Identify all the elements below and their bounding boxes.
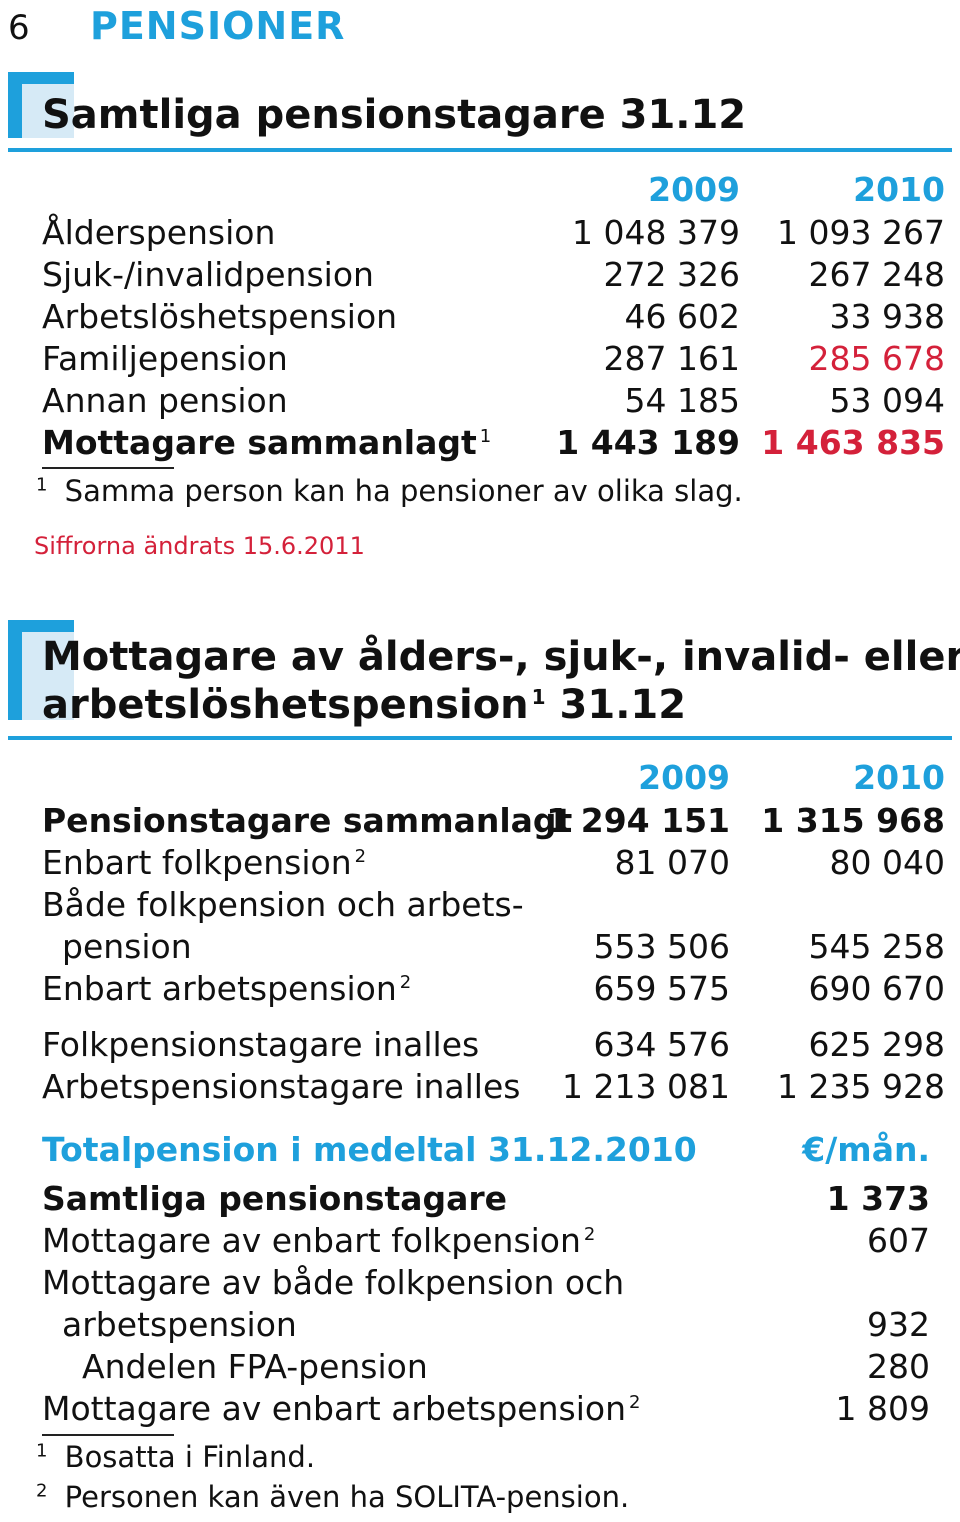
value-2010: 1 093 267 <box>777 213 945 252</box>
value-2009: 1 048 379 <box>572 213 740 252</box>
footnote-divider <box>42 467 174 469</box>
row-label-line1: Mottagare av både folkpension och <box>42 1263 625 1302</box>
value-2009: 634 576 <box>593 1025 730 1064</box>
col-2009-header: 2009 <box>648 170 740 209</box>
value-2010: 690 670 <box>808 969 945 1008</box>
section1-rule <box>8 148 952 152</box>
page-number: 6 <box>8 8 30 48</box>
change-note: Siffrorna ändrats 15.6.2011 <box>34 532 365 560</box>
value-2009: 81 070 <box>614 843 730 882</box>
value-2010: 33 938 <box>829 297 945 336</box>
section3-header-row: Totalpension i medeltal 31.12.2010 €/mån… <box>0 1130 960 1172</box>
table-row: arbetspension 932 <box>0 1305 960 1347</box>
value-2010: 625 298 <box>808 1025 945 1064</box>
table-row: Ålderspension 1 048 379 1 093 267 <box>0 213 960 255</box>
table-row: Annan pension 54 185 53 094 <box>0 381 960 423</box>
table-row: Mottagare av enbart arbetspension 2 1 809 <box>0 1389 960 1431</box>
section2-title-line1: Mottagare av ålders-, sjuk-, invalid- el… <box>42 634 960 680</box>
value-2009: 272 326 <box>603 255 740 294</box>
total-label: Pensionstagare sammanlagt <box>42 801 573 840</box>
total-row: Mottagare sammanlagt 1 1 443 189 1 463 83… <box>0 423 960 465</box>
row-label: Mottagare av enbart folkpension 2 <box>42 1221 596 1260</box>
value-2009: 287 161 <box>603 339 740 378</box>
col-2010-header: 2010 <box>853 170 945 209</box>
value-2010-changed: 285 678 <box>808 339 945 378</box>
total-row: Pensionstagare sammanlagt 1 294 151 1 31… <box>0 801 960 843</box>
section1-header-row: 2009 2010 <box>0 170 960 212</box>
table-row: Arbetspensionstagare inalles 1 213 081 1… <box>0 1067 960 1109</box>
total-label: Samtliga pensionstagare <box>42 1179 508 1218</box>
total-value: 1 373 <box>826 1179 930 1218</box>
table-row: Sjuk-/invalidpension 272 326 267 248 <box>0 255 960 297</box>
footnote-1: 1 Bosatta i Finland. <box>36 1440 316 1474</box>
row-label: Ålderspension <box>42 213 276 252</box>
row-label: Enbart arbetspension 2 <box>42 969 412 1008</box>
table-row: Enbart arbetspension 2 659 575 690 670 <box>0 969 960 1011</box>
section-bracket-icon <box>8 72 74 138</box>
table-row: Både folkpension och arbets- <box>0 885 960 927</box>
table-row: Enbart folkpension 2 81 070 80 040 <box>0 843 960 885</box>
total-2010-changed: 1 463 835 <box>761 423 945 462</box>
table-row: Arbetslöshetspension 46 602 33 938 <box>0 297 960 339</box>
row-value: 932 <box>867 1305 930 1344</box>
row-value: 607 <box>867 1221 930 1260</box>
table-row: Mottagare av enbart folkpension 2 607 <box>0 1221 960 1263</box>
total-2009: 1 294 151 <box>546 801 730 840</box>
page-title: PENSIONER <box>90 4 346 48</box>
value-2010: 53 094 <box>829 381 945 420</box>
table-row: Familjepension 287 161 285 678 <box>0 339 960 381</box>
row-label-line1: Både folkpension och arbets- <box>42 885 524 924</box>
footnote-1: 1 Samma person kan ha pensioner av olika… <box>36 474 743 508</box>
row-label: Mottagare av enbart arbetspension 2 <box>42 1389 641 1428</box>
row-label: Arbetslöshetspension <box>42 297 398 336</box>
table-row: Folkpensionstagare inalles 634 576 625 2… <box>0 1025 960 1067</box>
value-2010: 267 248 <box>808 255 945 294</box>
row-label-line2: pension <box>62 927 192 966</box>
value-2009: 553 506 <box>593 927 730 966</box>
total-2009: 1 443 189 <box>556 423 740 462</box>
row-label: Sjuk-/invalidpension <box>42 255 374 294</box>
col-2009-header: 2009 <box>638 758 730 797</box>
section2-title-line2: arbetslöshetspension 1 31.12 <box>42 682 687 728</box>
value-2009: 54 185 <box>624 381 740 420</box>
row-label: Familjepension <box>42 339 288 378</box>
unit-label: €/mån. <box>802 1130 930 1169</box>
value-2009: 659 575 <box>593 969 730 1008</box>
value-2009: 46 602 <box>624 297 740 336</box>
row-label-line2: arbetspension <box>62 1305 297 1344</box>
value-2010: 545 258 <box>808 927 945 966</box>
section-bracket-icon <box>8 620 74 720</box>
footnote-2: 2 Personen kan även ha SOLITA-pension. <box>36 1480 630 1514</box>
total-row: Samtliga pensionstagare 1 373 <box>0 1179 960 1221</box>
value-2010: 1 235 928 <box>777 1067 945 1106</box>
row-label: Andelen FPA-pension <box>82 1347 428 1386</box>
section2-rule <box>8 736 952 740</box>
row-label: Folkpensionstagare inalles <box>42 1025 480 1064</box>
footnote-divider <box>42 1434 174 1436</box>
total-label: Mottagare sammanlagt 1 <box>42 423 492 462</box>
value-2010: 80 040 <box>829 843 945 882</box>
section3-title: Totalpension i medeltal 31.12.2010 <box>42 1130 697 1169</box>
section2-header-row: 2009 2010 <box>0 758 960 800</box>
row-value: 1 809 <box>835 1389 930 1428</box>
row-value: 280 <box>867 1347 930 1386</box>
table-row: pension 553 506 545 258 <box>0 927 960 969</box>
section1-title: Samtliga pensionstagare 31.12 <box>42 92 747 138</box>
total-2010: 1 315 968 <box>761 801 945 840</box>
table-row: Mottagare av både folkpension och <box>0 1263 960 1305</box>
row-label: Enbart folkpension 2 <box>42 843 367 882</box>
table-row: Andelen FPA-pension 280 <box>0 1347 960 1389</box>
col-2010-header: 2010 <box>853 758 945 797</box>
value-2009: 1 213 081 <box>562 1067 730 1106</box>
row-label: Arbetspensionstagare inalles <box>42 1067 521 1106</box>
row-label: Annan pension <box>42 381 288 420</box>
